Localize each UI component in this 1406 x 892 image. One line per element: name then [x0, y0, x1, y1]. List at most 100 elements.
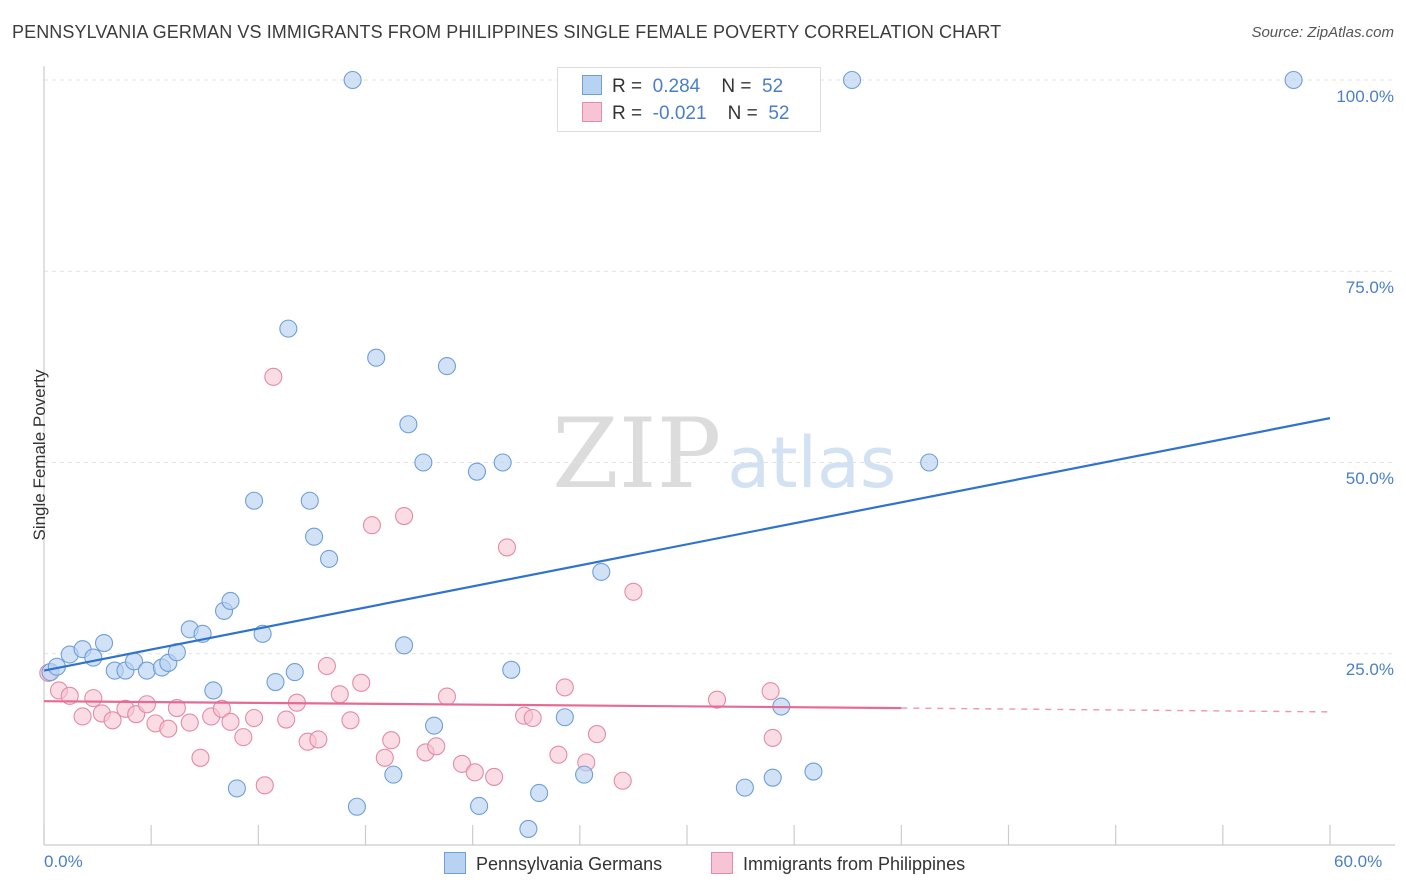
blue-point: [437, 357, 456, 376]
pink-point: [73, 707, 92, 726]
legend-n-label: N =: [721, 76, 752, 97]
pink-point: [375, 748, 394, 767]
x-tick-label-min: 0.0%: [44, 852, 83, 871]
x-tick-label-max: 60.0%: [1334, 852, 1383, 871]
blue-point: [343, 70, 362, 90]
blue-point: [763, 768, 782, 787]
blue-point: [367, 348, 386, 367]
pink-point: [309, 730, 328, 749]
pink-point: [330, 685, 349, 704]
pink-point: [60, 686, 79, 705]
blue-point: [920, 453, 939, 472]
legend-n-label: N =: [727, 103, 758, 124]
pink-point: [84, 689, 103, 708]
legend-swatch-blue: [582, 75, 602, 95]
pink-point: [427, 737, 446, 756]
pink-point: [587, 725, 607, 744]
blue-point: [470, 796, 489, 816]
bottom-legend-label-blue: Pennsylvania Germans: [476, 854, 663, 874]
legend-row-blue: R = 0.284 N = 52: [582, 75, 783, 98]
pink-point: [103, 711, 122, 730]
pink-point: [244, 708, 264, 728]
correlation-legend: R = 0.284 N = 52 R = -0.021 N = 52: [557, 67, 821, 132]
source-label: Source: ZipAtlas.com: [1251, 24, 1394, 41]
watermark-zip: ZIP: [552, 398, 722, 510]
blue-point: [414, 453, 433, 472]
blue-point: [266, 673, 285, 692]
blue-point: [244, 491, 264, 510]
bottom-legend-pink: Immigrants from Philippines: [711, 852, 965, 875]
blue-point: [399, 415, 418, 434]
pink-point: [523, 708, 542, 728]
pink-point: [452, 754, 472, 773]
blue-point: [592, 562, 611, 581]
y-tick-label-100: 100.0%: [1336, 87, 1394, 106]
pink-point: [497, 538, 517, 557]
pink-point: [613, 771, 632, 790]
legend-n-value: 52: [768, 103, 790, 124]
legend-r-label: R =: [612, 103, 643, 124]
blue-point: [347, 797, 366, 816]
blue-point: [94, 633, 114, 653]
pink-point: [395, 506, 414, 526]
blue-point: [221, 591, 240, 611]
pink-point: [277, 710, 296, 729]
pink-point: [167, 699, 186, 718]
chart-title: PENNSYLVANIA GERMAN VS IMMIGRANTS FROM P…: [12, 22, 1002, 42]
blue-point: [320, 549, 339, 568]
blue-point: [227, 779, 246, 798]
legend-swatch-pink: [582, 102, 602, 122]
pink-point: [362, 516, 381, 535]
pink-point: [763, 728, 782, 747]
legend-n-value: 52: [762, 76, 784, 97]
y-axis-label: Single Female Poverty: [30, 369, 49, 541]
blue-point: [735, 778, 754, 797]
blue-point: [84, 648, 103, 667]
pink-point: [707, 690, 727, 709]
pink-point: [437, 687, 456, 706]
blue-point: [279, 319, 298, 338]
pink-point: [264, 367, 283, 386]
pink-point: [624, 582, 643, 601]
blue-point: [384, 765, 403, 784]
blue-point: [493, 453, 512, 472]
legend-r-value: 0.284: [652, 76, 701, 97]
pink-point: [317, 656, 336, 676]
legend-r-label: R =: [612, 76, 643, 97]
blue-point: [285, 663, 304, 682]
pink-point: [549, 745, 568, 764]
blue-trend-line: [43, 417, 1331, 672]
pink-point: [212, 699, 231, 718]
blue-point: [502, 660, 521, 679]
pink-trend-line: [43, 700, 902, 710]
pink-point: [180, 713, 199, 732]
blue-point: [137, 661, 156, 680]
blue-point: [1284, 70, 1303, 90]
blue-point: [300, 491, 319, 510]
blue-point: [305, 527, 324, 546]
blue-point: [395, 636, 414, 655]
y-tick-label-75: 75.0%: [1345, 278, 1394, 297]
pink-trend-line-dashed: [901, 707, 1331, 713]
y-tick-label-25: 25.0%: [1345, 660, 1394, 679]
pink-point: [234, 728, 253, 747]
blue-point: [804, 762, 823, 781]
legend-r-value: -0.021: [652, 103, 707, 124]
y-tick-label-50: 50.0%: [1345, 469, 1394, 488]
blue-point: [842, 70, 862, 90]
blue-point: [204, 681, 223, 700]
bottom-legend-blue: Pennsylvania Germans: [444, 852, 662, 875]
blue-point: [555, 708, 574, 727]
blue-point: [575, 765, 594, 784]
bottom-legend-swatch-blue: [444, 852, 466, 874]
blue-point: [467, 462, 487, 481]
pink-point: [485, 767, 504, 786]
pink-point: [465, 763, 484, 782]
pink-point: [341, 711, 360, 730]
pink-point: [382, 731, 401, 750]
blue-point: [519, 819, 538, 838]
pink-point: [555, 678, 574, 697]
pink-point: [159, 719, 178, 738]
blue-point: [425, 716, 444, 735]
